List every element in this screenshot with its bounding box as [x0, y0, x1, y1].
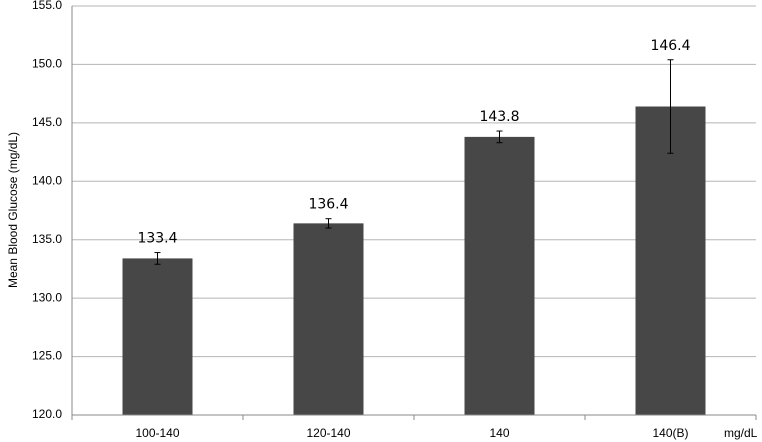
y-tick-label: 155.0 — [32, 0, 62, 12]
bar — [635, 106, 706, 416]
error-bar — [154, 252, 161, 265]
error-bar — [496, 130, 503, 144]
x-tick-label: 140 — [489, 426, 509, 440]
x-tick-label: 100-140 — [135, 426, 179, 440]
y-tick-label: 150.0 — [32, 57, 62, 71]
value-label: 136.4 — [308, 197, 348, 213]
y-tick-label: 120.0 — [32, 407, 62, 421]
bar — [464, 136, 535, 415]
value-label: 146.4 — [650, 38, 690, 54]
y-tick-label: 145.0 — [32, 115, 62, 129]
y-tick-label: 140.0 — [32, 173, 62, 187]
x-tick-label: 140(B) — [652, 426, 688, 440]
value-label: 133.4 — [137, 231, 177, 247]
y-tick-label: 130.0 — [32, 290, 62, 304]
bar — [122, 258, 193, 415]
x-axis-title: mg/dL — [724, 426, 758, 440]
error-bar — [667, 59, 674, 154]
x-tick-label: 120-140 — [306, 426, 350, 440]
y-tick-label: 125.0 — [32, 349, 62, 363]
y-tick-label: 135.0 — [32, 232, 62, 246]
value-label: 143.8 — [479, 109, 519, 125]
error-bar — [325, 218, 332, 229]
bar — [293, 223, 364, 415]
y-axis-title: Mean Blood Glucose (mg/dL) — [6, 132, 20, 288]
